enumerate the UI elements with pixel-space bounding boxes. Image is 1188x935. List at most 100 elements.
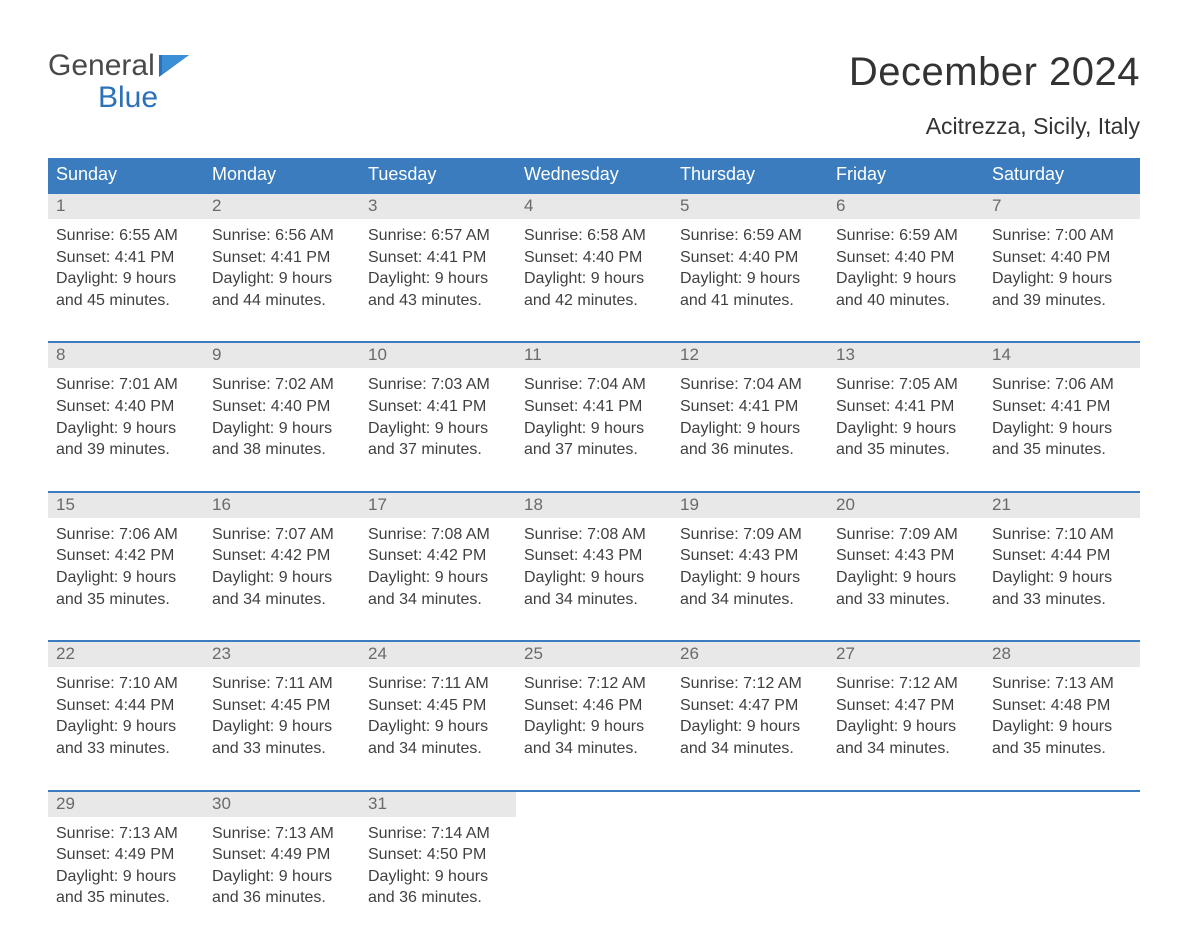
day-number: 3	[360, 194, 516, 219]
daylight-text-1: Daylight: 9 hours	[992, 716, 1132, 738]
sunset-text: Sunset: 4:43 PM	[524, 545, 664, 567]
daylight-text-1: Daylight: 9 hours	[836, 418, 976, 440]
day-number: 8	[48, 343, 204, 368]
day-cell	[984, 817, 1140, 935]
day-number	[984, 792, 1140, 817]
sunset-text: Sunset: 4:50 PM	[368, 844, 508, 866]
day-cell	[516, 817, 672, 935]
day-cell: Sunrise: 7:06 AMSunset: 4:42 PMDaylight:…	[48, 518, 204, 636]
daynum-strip: 891011121314	[48, 343, 1140, 368]
calendar: Sunday Monday Tuesday Wednesday Thursday…	[48, 158, 1140, 935]
sunrise-text: Sunrise: 7:06 AM	[56, 524, 196, 546]
day-cell: Sunrise: 7:04 AMSunset: 4:41 PMDaylight:…	[672, 368, 828, 486]
day-cell: Sunrise: 7:12 AMSunset: 4:47 PMDaylight:…	[828, 667, 984, 785]
sunset-text: Sunset: 4:45 PM	[212, 695, 352, 717]
daylight-text-2: and 37 minutes.	[368, 439, 508, 461]
day-cell: Sunrise: 7:09 AMSunset: 4:43 PMDaylight:…	[672, 518, 828, 636]
daylight-text-2: and 45 minutes.	[56, 290, 196, 312]
sunset-text: Sunset: 4:47 PM	[680, 695, 820, 717]
sunrise-text: Sunrise: 7:03 AM	[368, 374, 508, 396]
sunrise-text: Sunrise: 7:09 AM	[680, 524, 820, 546]
day-cell: Sunrise: 7:07 AMSunset: 4:42 PMDaylight:…	[204, 518, 360, 636]
daylight-text-2: and 44 minutes.	[212, 290, 352, 312]
daylight-text-2: and 38 minutes.	[212, 439, 352, 461]
daylight-text-1: Daylight: 9 hours	[524, 716, 664, 738]
day-cell	[828, 817, 984, 935]
day-number: 10	[360, 343, 516, 368]
daylight-text-2: and 34 minutes.	[368, 589, 508, 611]
daylight-text-2: and 40 minutes.	[836, 290, 976, 312]
day-number: 5	[672, 194, 828, 219]
day-number: 28	[984, 642, 1140, 667]
day-number: 7	[984, 194, 1140, 219]
sunset-text: Sunset: 4:41 PM	[992, 396, 1132, 418]
day-number	[828, 792, 984, 817]
day-cell: Sunrise: 7:08 AMSunset: 4:42 PMDaylight:…	[360, 518, 516, 636]
day-cell: Sunrise: 7:13 AMSunset: 4:49 PMDaylight:…	[48, 817, 204, 935]
daylight-text-1: Daylight: 9 hours	[524, 567, 664, 589]
sunrise-text: Sunrise: 7:07 AM	[212, 524, 352, 546]
daylight-text-2: and 34 minutes.	[524, 738, 664, 760]
sunrise-text: Sunrise: 7:10 AM	[56, 673, 196, 695]
sunset-text: Sunset: 4:48 PM	[992, 695, 1132, 717]
logo-text-general: General	[48, 50, 155, 82]
week-wrap: 1234567Sunrise: 6:55 AMSunset: 4:41 PMDa…	[48, 192, 1140, 337]
daylight-text-1: Daylight: 9 hours	[56, 567, 196, 589]
sunset-text: Sunset: 4:43 PM	[680, 545, 820, 567]
sunrise-text: Sunrise: 7:05 AM	[836, 374, 976, 396]
daylight-text-2: and 35 minutes.	[836, 439, 976, 461]
sunrise-text: Sunrise: 7:12 AM	[524, 673, 664, 695]
daylight-text-2: and 36 minutes.	[212, 887, 352, 909]
sunrise-text: Sunrise: 6:59 AM	[680, 225, 820, 247]
sunset-text: Sunset: 4:44 PM	[992, 545, 1132, 567]
day-cell: Sunrise: 7:04 AMSunset: 4:41 PMDaylight:…	[516, 368, 672, 486]
daylight-text-1: Daylight: 9 hours	[212, 418, 352, 440]
day-number: 31	[360, 792, 516, 817]
daylight-text-1: Daylight: 9 hours	[56, 716, 196, 738]
day-number: 19	[672, 493, 828, 518]
day-number	[672, 792, 828, 817]
daylight-text-1: Daylight: 9 hours	[368, 866, 508, 888]
sunrise-text: Sunrise: 7:00 AM	[992, 225, 1132, 247]
daylight-text-1: Daylight: 9 hours	[212, 866, 352, 888]
sunrise-text: Sunrise: 7:06 AM	[992, 374, 1132, 396]
sunset-text: Sunset: 4:40 PM	[56, 396, 196, 418]
day-cell: Sunrise: 7:00 AMSunset: 4:40 PMDaylight:…	[984, 219, 1140, 337]
daylight-text-1: Daylight: 9 hours	[56, 418, 196, 440]
daylight-text-2: and 33 minutes.	[992, 589, 1132, 611]
daylight-text-2: and 34 minutes.	[680, 589, 820, 611]
logo-line1: General	[48, 50, 189, 82]
sunrise-text: Sunrise: 7:04 AM	[524, 374, 664, 396]
weeks-container: 1234567Sunrise: 6:55 AMSunset: 4:41 PMDa…	[48, 192, 1140, 935]
sunset-text: Sunset: 4:41 PM	[836, 396, 976, 418]
daylight-text-2: and 39 minutes.	[56, 439, 196, 461]
daylight-text-1: Daylight: 9 hours	[212, 716, 352, 738]
day-number: 18	[516, 493, 672, 518]
sunrise-text: Sunrise: 7:08 AM	[368, 524, 508, 546]
day-cell: Sunrise: 6:58 AMSunset: 4:40 PMDaylight:…	[516, 219, 672, 337]
logo-text-blue: Blue	[48, 82, 189, 114]
daylight-text-1: Daylight: 9 hours	[56, 866, 196, 888]
month-title: December 2024	[849, 50, 1140, 95]
day-cell: Sunrise: 6:59 AMSunset: 4:40 PMDaylight:…	[828, 219, 984, 337]
sunrise-text: Sunrise: 7:11 AM	[368, 673, 508, 695]
day-cell: Sunrise: 6:56 AMSunset: 4:41 PMDaylight:…	[204, 219, 360, 337]
day-cell: Sunrise: 6:55 AMSunset: 4:41 PMDaylight:…	[48, 219, 204, 337]
day-number: 24	[360, 642, 516, 667]
day-cell: Sunrise: 7:10 AMSunset: 4:44 PMDaylight:…	[984, 518, 1140, 636]
day-number: 15	[48, 493, 204, 518]
sunrise-text: Sunrise: 7:04 AM	[680, 374, 820, 396]
sunset-text: Sunset: 4:44 PM	[56, 695, 196, 717]
daynum-strip: 15161718192021	[48, 493, 1140, 518]
day-number: 2	[204, 194, 360, 219]
day-number: 23	[204, 642, 360, 667]
sunset-text: Sunset: 4:47 PM	[836, 695, 976, 717]
daylight-text-1: Daylight: 9 hours	[212, 567, 352, 589]
day-cell: Sunrise: 7:01 AMSunset: 4:40 PMDaylight:…	[48, 368, 204, 486]
day-number: 9	[204, 343, 360, 368]
sunset-text: Sunset: 4:42 PM	[212, 545, 352, 567]
day-number: 27	[828, 642, 984, 667]
daylight-text-1: Daylight: 9 hours	[524, 268, 664, 290]
daylight-text-1: Daylight: 9 hours	[368, 567, 508, 589]
sunset-text: Sunset: 4:41 PM	[680, 396, 820, 418]
